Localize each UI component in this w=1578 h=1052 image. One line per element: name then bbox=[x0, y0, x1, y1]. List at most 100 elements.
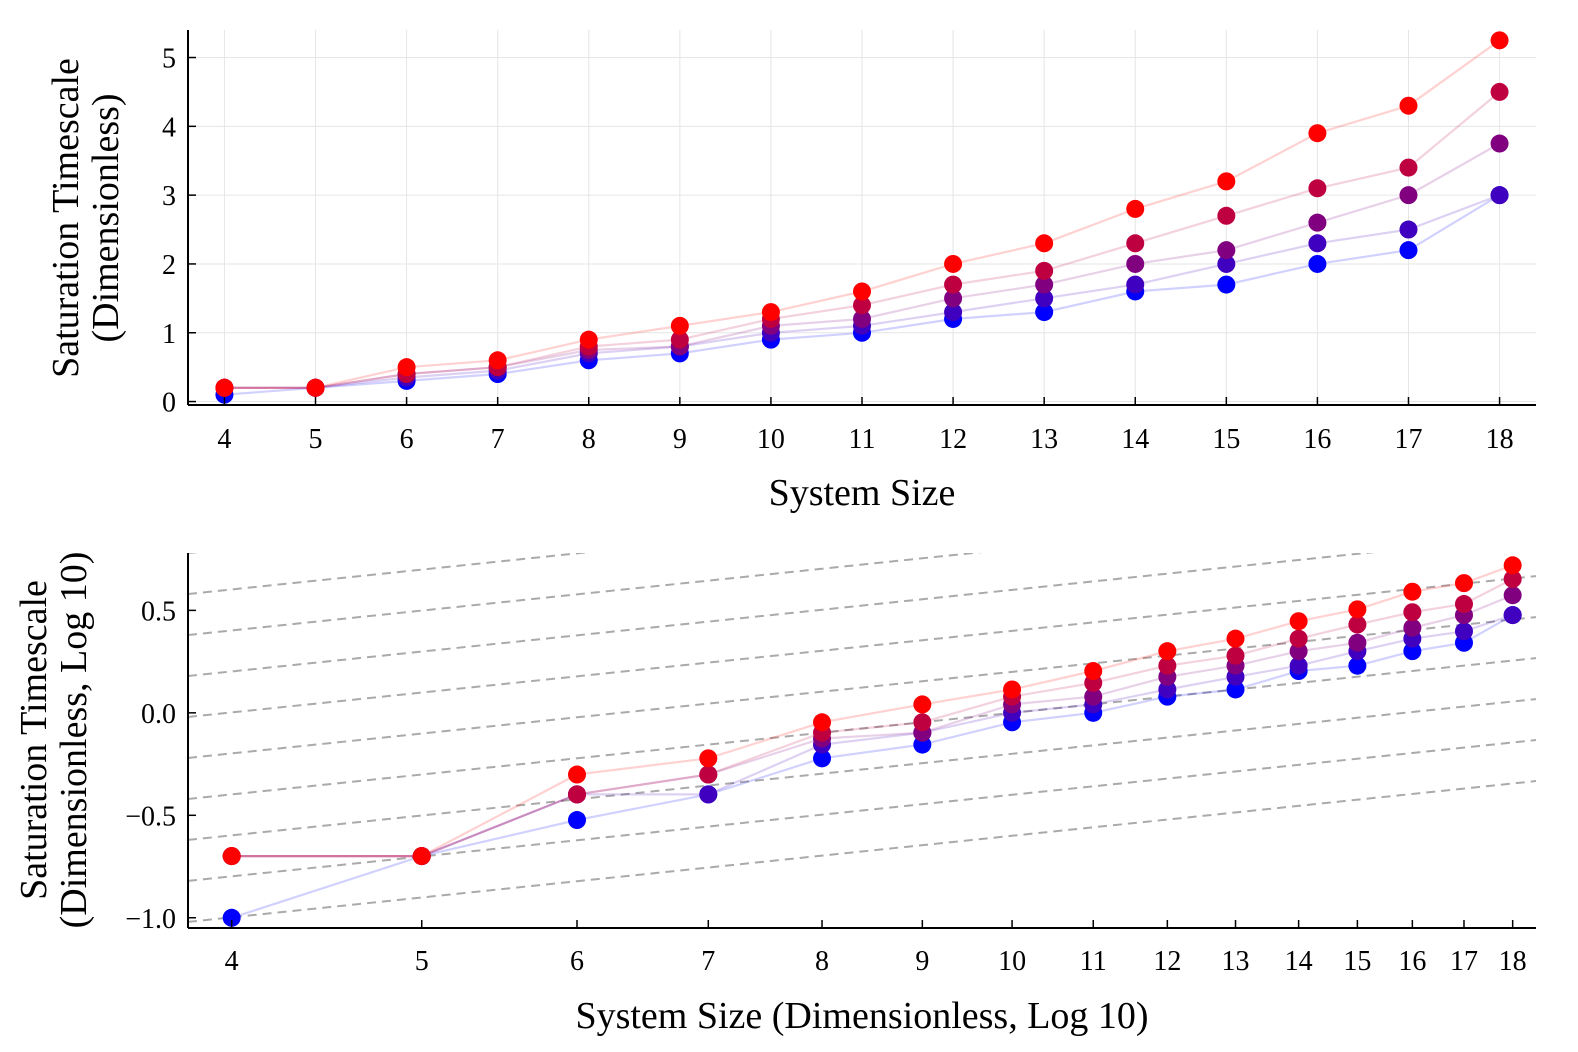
y-axis-label-line: Saturation Timescale bbox=[13, 580, 55, 900]
data-point bbox=[1217, 254, 1236, 273]
data-point bbox=[1403, 642, 1422, 661]
data-point bbox=[1399, 96, 1418, 115]
data-point bbox=[853, 296, 871, 315]
x-axis-label: System Size bbox=[769, 472, 956, 514]
data-point bbox=[944, 289, 963, 308]
data-point bbox=[1217, 172, 1236, 191]
data-point bbox=[568, 765, 587, 784]
data-point bbox=[1035, 234, 1054, 253]
y-tick-label: 4 bbox=[162, 112, 176, 143]
data-point bbox=[1126, 234, 1145, 253]
reference-line bbox=[188, 780, 1536, 923]
data-point bbox=[215, 378, 234, 397]
data-point bbox=[1126, 254, 1145, 273]
x-tick-label: 5 bbox=[309, 424, 323, 455]
axes: 4 5 6 7 8 9 10 11 12 13 14 15 16 17 18 −1.0 −0.5 0.0 0.5 bbox=[125, 553, 1536, 977]
data-point bbox=[222, 908, 241, 927]
data-point bbox=[853, 282, 871, 301]
x-tick-label: 8 bbox=[582, 424, 596, 455]
data-point bbox=[1217, 275, 1236, 294]
data-point bbox=[1348, 633, 1367, 652]
data-point bbox=[1490, 134, 1509, 153]
data-point bbox=[222, 847, 241, 866]
series-4-line bbox=[231, 578, 1514, 858]
y-axis-label-line: Saturation Timescale bbox=[45, 58, 87, 378]
series-5-line bbox=[231, 564, 1514, 858]
x-tick-label: 12 bbox=[1153, 946, 1181, 977]
data-point bbox=[1503, 570, 1522, 589]
x-tick-label: 13 bbox=[1222, 946, 1250, 977]
x-tick-label: 7 bbox=[491, 424, 505, 455]
y-tick-label: 3 bbox=[162, 181, 176, 212]
series-5-points bbox=[215, 31, 1509, 397]
data-point bbox=[1289, 642, 1308, 661]
x-tick-label: 16 bbox=[1398, 946, 1426, 977]
x-tick-label: 16 bbox=[1303, 424, 1331, 455]
reference-line bbox=[188, 657, 1536, 800]
data-point bbox=[568, 785, 587, 804]
x-tick-label: 18 bbox=[1486, 424, 1514, 455]
data-point bbox=[1289, 656, 1308, 675]
data-point bbox=[1308, 124, 1327, 143]
data-point bbox=[670, 316, 689, 335]
data-point bbox=[1217, 241, 1236, 260]
reference-line bbox=[188, 698, 1536, 841]
y-tick-label: 1 bbox=[162, 319, 176, 350]
data-point bbox=[1289, 612, 1308, 631]
y-tick-label: 2 bbox=[162, 250, 176, 281]
data-point bbox=[1003, 680, 1022, 699]
reference-line bbox=[188, 575, 1536, 718]
data-point bbox=[1308, 234, 1327, 253]
data-point bbox=[1084, 662, 1103, 681]
data-point bbox=[1035, 289, 1054, 308]
bottom-chart-panel: 4 5 6 7 8 9 10 11 12 13 14 15 16 17 18 −1.0 −0.5 0.0 0.5 Sy… bbox=[13, 552, 1536, 1037]
data-point bbox=[761, 303, 780, 322]
x-tick-label: 7 bbox=[701, 946, 715, 977]
data-point bbox=[1158, 680, 1177, 699]
x-tick-label: 11 bbox=[1080, 946, 1107, 977]
data-point bbox=[412, 847, 431, 866]
x-tick-label: 9 bbox=[915, 946, 929, 977]
reference-lines bbox=[188, 553, 1536, 923]
series-lines bbox=[231, 564, 1514, 919]
x-tick-label: 4 bbox=[217, 424, 231, 455]
data-point bbox=[488, 351, 507, 370]
data-point bbox=[944, 303, 963, 322]
data-point bbox=[1403, 603, 1422, 622]
x-tick-label: 6 bbox=[570, 946, 584, 977]
data-point bbox=[813, 749, 832, 768]
reference-line bbox=[188, 553, 591, 596]
data-point bbox=[1308, 179, 1327, 198]
x-tick-label: 8 bbox=[815, 946, 829, 977]
y-tick-label: 0 bbox=[162, 388, 176, 419]
data-point bbox=[1226, 680, 1245, 699]
data-point bbox=[699, 785, 718, 804]
data-point bbox=[1399, 158, 1418, 177]
data-point bbox=[1289, 629, 1308, 648]
data-point bbox=[1126, 199, 1145, 218]
x-tick-label: 14 bbox=[1285, 946, 1313, 977]
data-point bbox=[944, 254, 963, 273]
y-axis-label: Saturation Timescale(Dimensionless) bbox=[45, 58, 127, 378]
data-point bbox=[1084, 687, 1103, 706]
y-tick-label: −0.5 bbox=[125, 801, 176, 832]
series-markers bbox=[222, 556, 1522, 927]
data-point bbox=[1348, 600, 1367, 619]
data-point bbox=[1226, 629, 1245, 648]
data-point bbox=[1403, 618, 1422, 637]
y-tick-label: −1.0 bbox=[125, 904, 176, 935]
data-point bbox=[853, 309, 871, 328]
data-point bbox=[699, 765, 718, 784]
x-axis-label: System Size (Dimensionless, Log 10) bbox=[575, 995, 1148, 1037]
x-tick-label: 15 bbox=[1343, 946, 1371, 977]
data-point bbox=[579, 330, 598, 349]
series-4-points bbox=[222, 570, 1522, 866]
x-tick-label: 4 bbox=[225, 946, 239, 977]
data-point bbox=[568, 811, 587, 830]
data-point bbox=[1503, 556, 1522, 575]
x-tick-label: 5 bbox=[415, 946, 429, 977]
data-point bbox=[913, 695, 932, 714]
data-point bbox=[944, 275, 963, 294]
